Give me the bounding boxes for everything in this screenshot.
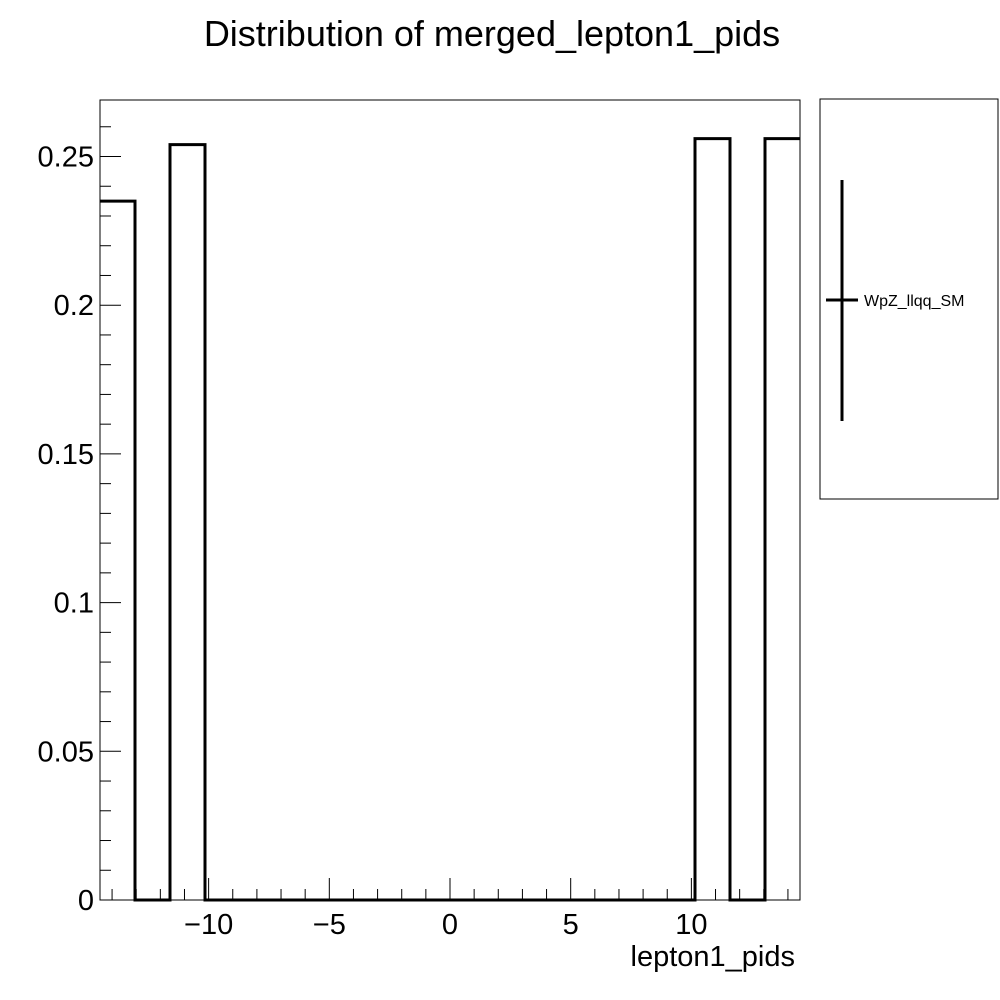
histogram-bin <box>170 145 205 900</box>
x-tick-label: −5 <box>313 909 346 941</box>
x-tick-label: 0 <box>442 909 458 941</box>
histogram-bin <box>100 201 135 900</box>
series-line <box>100 137 800 902</box>
chart-title: Distribution of merged_lepton1_pids <box>204 13 780 54</box>
x-axis-label: lepton1_pids <box>631 941 795 973</box>
legend-label-wpz-llqq-sm: WpZ_llqq_SM <box>864 293 964 310</box>
y-axis: 0 0.05 0.1 0.15 0.2 0.25 <box>38 126 121 917</box>
x-tick-label: 5 <box>563 909 579 941</box>
x-axis: −10 −5 0 5 10 <box>111 878 789 941</box>
legend: WpZ_llqq_SM <box>819 98 999 500</box>
y-tick-label: 0.15 <box>38 439 94 471</box>
y-tick-label: 0.2 <box>54 290 94 322</box>
x-tick-label: 10 <box>675 909 707 941</box>
histogram-bin <box>695 139 730 900</box>
x-tick-label: −10 <box>184 909 233 941</box>
histogram-series <box>100 137 800 902</box>
y-tick-label: 0.1 <box>54 588 94 620</box>
y-tick-label: 0.05 <box>38 736 94 768</box>
histogram-bin <box>765 139 800 900</box>
y-tick-label: 0 <box>78 885 94 917</box>
y-tick-label: 0.25 <box>38 142 94 174</box>
